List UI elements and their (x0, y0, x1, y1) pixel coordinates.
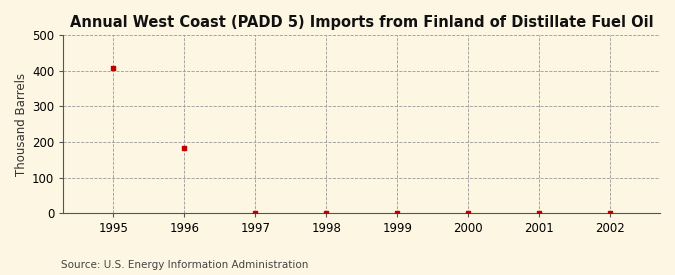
Title: Annual West Coast (PADD 5) Imports from Finland of Distillate Fuel Oil: Annual West Coast (PADD 5) Imports from … (70, 15, 653, 30)
Point (108, 66, 119, 71)
Point (534, 211, 545, 215)
Y-axis label: Thousand Barrels: Thousand Barrels (15, 73, 28, 176)
Text: Source: U.S. Energy Information Administration: Source: U.S. Energy Information Administ… (61, 260, 308, 270)
Point (392, 211, 402, 215)
Point (321, 211, 331, 215)
Point (179, 146, 190, 151)
Point (250, 211, 261, 215)
Point (605, 211, 616, 215)
Point (463, 211, 474, 215)
